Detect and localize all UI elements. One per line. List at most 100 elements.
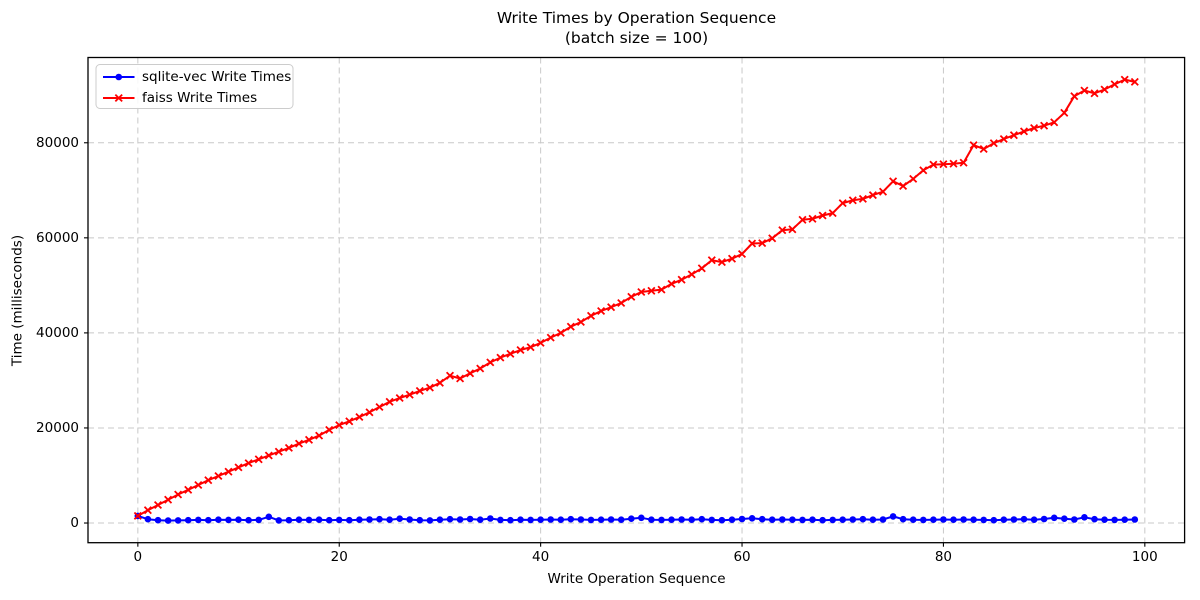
marker-circle — [335, 516, 343, 524]
marker-circle — [275, 517, 283, 524]
y-tick-label: 20000 — [36, 420, 79, 436]
marker-circle — [557, 516, 565, 523]
marker-circle — [879, 516, 887, 523]
marker-circle — [597, 516, 605, 523]
marker-circle — [1131, 516, 1139, 523]
marker-circle — [718, 516, 726, 524]
marker-circle — [617, 516, 625, 523]
grid — [88, 57, 1185, 543]
y-axis-label: Time (milliseconds) — [9, 234, 26, 367]
marker-circle — [1030, 516, 1038, 523]
marker-circle — [476, 516, 484, 523]
marker-circle — [819, 516, 826, 524]
marker-circle — [1081, 514, 1088, 521]
marker-circle — [728, 516, 736, 523]
chart-title: Write Times by Operation Sequence — [496, 9, 777, 27]
marker-circle — [1071, 516, 1078, 523]
series-markers-faiss — [133, 75, 1139, 520]
marker-circle — [829, 516, 836, 524]
marker-circle — [245, 516, 252, 524]
marker-circle — [497, 516, 504, 524]
marker-circle — [154, 516, 162, 524]
legend-row: faiss Write Times — [103, 90, 257, 106]
marker-circle — [426, 517, 434, 524]
legend-marker-circle — [115, 73, 123, 81]
marker-circle — [1050, 514, 1058, 522]
marker-circle — [577, 516, 585, 523]
marker-circle — [265, 513, 273, 521]
marker-circle — [779, 516, 786, 523]
marker-circle — [356, 516, 363, 523]
marker-circle — [658, 516, 665, 524]
marker-circle — [899, 515, 907, 523]
series-markers-sqlite-vec — [134, 512, 1139, 524]
marker-circle — [607, 516, 615, 523]
y-tick-label: 80000 — [36, 135, 79, 151]
x-tick-label: 80 — [935, 549, 952, 565]
marker-circle — [940, 516, 947, 523]
marker-circle — [930, 516, 937, 523]
marker-circle — [376, 515, 383, 523]
y-tick-label: 0 — [70, 515, 79, 531]
marker-circle — [980, 516, 987, 524]
marker-circle — [446, 515, 454, 523]
marker-circle — [748, 515, 756, 522]
marker-circle — [255, 516, 262, 524]
marker-circle — [950, 516, 957, 523]
marker-circle — [990, 516, 998, 524]
marker-circle — [315, 516, 323, 523]
marker-circle — [456, 516, 464, 523]
y-tick-label: 60000 — [36, 230, 79, 246]
marker-circle — [466, 515, 474, 523]
series-group — [133, 75, 1139, 524]
marker-circle — [849, 516, 857, 523]
marker-circle — [487, 515, 494, 522]
marker-circle — [567, 515, 575, 523]
marker-circle — [688, 516, 695, 523]
marker-circle — [547, 516, 554, 523]
series-faiss — [133, 75, 1139, 520]
marker-circle — [859, 515, 867, 523]
marker-circle — [708, 516, 716, 524]
marker-circle — [215, 516, 222, 523]
marker-circle — [1061, 515, 1068, 522]
marker-circle — [184, 516, 192, 524]
marker-circle — [386, 516, 393, 523]
marker-circle — [1010, 516, 1018, 523]
marker-circle — [517, 516, 524, 523]
legend-label: sqlite-vec Write Times — [142, 69, 291, 85]
marker-circle — [195, 516, 202, 524]
marker-circle — [537, 516, 544, 523]
marker-circle — [1091, 515, 1098, 523]
legend-box — [95, 64, 294, 109]
marker-circle — [1040, 515, 1048, 523]
x-tick-label: 100 — [1132, 549, 1158, 565]
legend-row: sqlite-vec Write Times — [103, 69, 291, 85]
marker-circle — [144, 515, 152, 523]
marker-circle — [920, 516, 927, 524]
series-line-faiss — [136, 78, 1136, 517]
marker-circle — [678, 516, 685, 523]
series-sqlite-vec — [134, 512, 1139, 524]
legend-label: faiss Write Times — [142, 90, 257, 106]
marker-circle — [396, 515, 404, 522]
marker-circle — [809, 516, 816, 523]
marker-circle — [628, 515, 635, 522]
marker-circle — [869, 516, 877, 523]
marker-circle — [366, 516, 373, 523]
marker-circle — [164, 517, 172, 524]
marker-circle — [406, 516, 414, 523]
chart-subtitle: (batch size = 100) — [564, 28, 709, 47]
marker-circle — [205, 516, 212, 524]
marker-circle — [295, 516, 303, 523]
marker-circle — [1000, 516, 1008, 523]
marker-circle — [909, 516, 917, 523]
marker-circle — [225, 516, 232, 524]
plot-frame — [87, 56, 1186, 544]
ticks: 0 20 40 60 80 100 0 20000 40000 60000 80000 — [36, 135, 1158, 565]
x-tick-label: 40 — [532, 549, 549, 565]
marker-circle — [527, 516, 534, 524]
marker-circle — [799, 516, 806, 524]
marker-circle — [507, 516, 514, 524]
